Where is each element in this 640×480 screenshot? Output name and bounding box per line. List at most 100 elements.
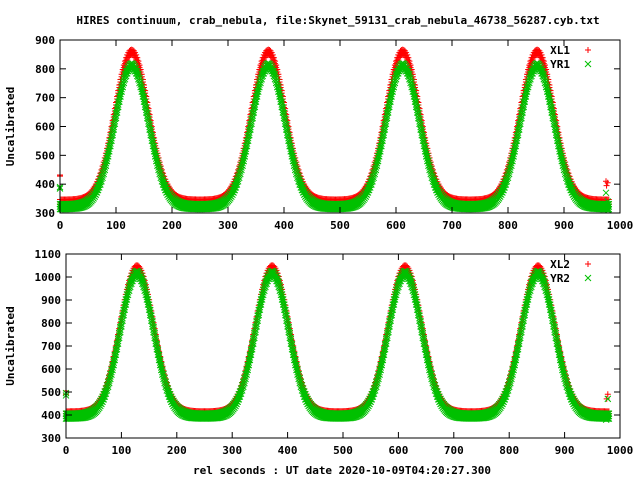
data-point-cross [249,114,256,122]
data-point-cross [560,161,568,169]
data-point-cross [418,126,426,134]
top-panel: 0 100 200 300 400 500 600 700 800 900 100030040050… [4,34,633,232]
data-point-plus [136,62,143,69]
data-point-cross [383,114,391,122]
data-point-cross [109,131,116,139]
data-point-cross [107,142,114,150]
data-point-cross [552,126,560,134]
data-point-cross [245,131,253,139]
data-point-plus [604,179,611,186]
data-point-cross [524,83,532,91]
data-point-plus [541,62,548,69]
data-point-cross [276,88,283,95]
x-tick-label: 300 [218,219,238,232]
data-point-cross [145,115,152,123]
data-point-cross [156,165,164,173]
data-point-cross [141,98,149,106]
data-point-cross [411,93,419,100]
data-point-cross [272,74,280,82]
y-tick-label: 300 [35,207,55,220]
data-point-cross [148,132,156,140]
data-point-cross [120,79,128,87]
data-point-cross [140,93,148,100]
data-point-cross [114,103,122,111]
data-point-cross [108,137,115,145]
data-point-cross [281,115,289,123]
data-point-cross [105,147,113,155]
data-point-cross [284,126,291,134]
data-point-cross [236,170,244,178]
data-point-cross [426,161,433,169]
y-tick-label: 400 [35,178,55,191]
data-point-cross [154,157,161,165]
data-point-cross [546,93,553,100]
data-point-cross [248,120,255,128]
x-tick-label: 100 [106,219,126,232]
data-point-cross [286,137,293,145]
data-point-cross [410,88,418,95]
data-point-plus [134,54,141,61]
data-point-cross [385,103,393,111]
data-point-cross [521,98,529,105]
data-point-cross [135,70,142,78]
data-point-plus [404,51,411,58]
data-point-plus [146,111,153,118]
data-point-cross [287,142,295,150]
data-point-cross [250,109,258,116]
data-point-cross [387,98,394,105]
data-point-cross [235,174,243,182]
data-point-cross [421,142,429,150]
data-point-cross [271,70,279,78]
x-tick-label: 200 [162,219,182,232]
data-point-plus [603,182,610,189]
data-point-cross [150,142,158,150]
data-point-plus [269,51,276,58]
data-point-cross [370,174,377,182]
data-point-cross [541,74,549,82]
x-tick-label: 800 [498,219,518,232]
data-point-cross [525,79,533,87]
data-point-plus [539,54,546,61]
data-point-cross [520,103,528,111]
data-point-cross [155,161,162,169]
data-point-cross [290,157,298,165]
legend-label: YR1 [550,58,570,71]
data-point-cross [519,109,526,116]
data-point-cross [291,161,299,169]
data-point-cross [113,109,121,116]
y-tick-label: 500 [35,149,55,162]
data-point-cross [505,170,513,178]
data-point-plus [538,51,545,58]
data-point-cross [417,121,424,128]
data-point-cross [384,109,392,116]
data-point-cross [277,93,284,100]
data-point-cross [390,83,398,91]
data-point-cross [256,83,263,91]
data-point-cross [544,88,552,95]
data-point-cross [285,132,292,140]
data-point-cross [379,137,386,145]
data-point-plus [283,111,290,118]
data-point-cross [111,120,119,128]
data-point-cross [556,142,563,150]
data-point-plus [552,111,559,118]
bottom-panel: 0 100 200 300 400 500 600 700 800 900 100030040050… [4,248,633,457]
data-point-cross [604,198,612,205]
data-point-cross [280,109,288,117]
data-point-cross [243,142,251,150]
data-point-cross [251,103,259,111]
data-point-plus [272,58,279,65]
data-point-plus [407,62,414,69]
data-point-cross [416,115,423,123]
top-plot-points [56,46,613,214]
data-point-cross [425,157,432,165]
top-axis-ticks: 0 100 200 300 400 500 600 700 800 900 100030040050… [35,34,633,232]
x-tick-label: 0 [57,219,64,232]
data-point-cross [376,147,384,155]
data-point-cross [116,98,123,105]
data-point-cross [372,166,380,174]
data-point-cross [147,126,155,134]
data-point-cross [257,79,264,87]
data-point-cross [518,114,525,122]
